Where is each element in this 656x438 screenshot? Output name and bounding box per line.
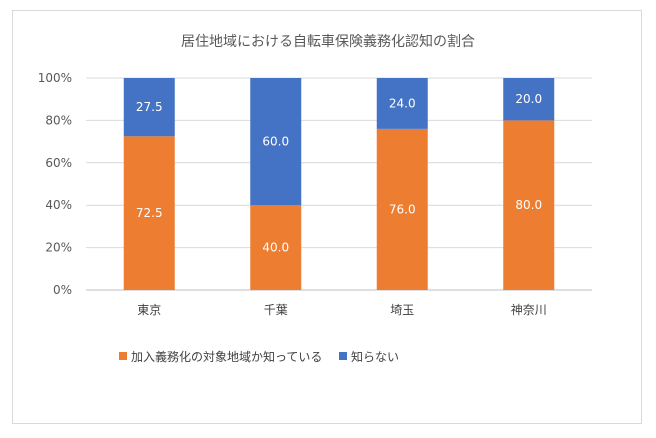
data-label: 76.0: [389, 202, 416, 216]
legend-label: 知らない: [351, 350, 399, 364]
data-label: 40.0: [262, 241, 289, 255]
bar-segment: [376, 128, 428, 290]
legend-swatch: [119, 352, 127, 360]
bar-segment: [250, 205, 302, 290]
x-category-label: 神奈川: [511, 303, 547, 317]
data-label: 20.0: [515, 92, 542, 106]
x-category-label: 東京: [137, 303, 161, 317]
bars: 72.5 27.5 40.0 60.0 76.0 24.0 80.0 20.0: [123, 78, 555, 291]
legend: 加入義務化の対象地域か知っている 知らない: [119, 349, 399, 364]
data-label: 27.5: [136, 100, 163, 114]
bar-segment: [503, 78, 555, 121]
y-tick-label: 60%: [45, 156, 72, 170]
bar-segment: [503, 120, 555, 291]
bar-segment: [123, 78, 175, 137]
chart-title: 居住地域における自転車保険義務化認知の割合: [181, 33, 475, 50]
x-category-label: 千葉: [264, 303, 288, 317]
data-label: 60.0: [262, 135, 289, 149]
data-label: 24.0: [389, 96, 416, 110]
y-tick-label: 40%: [45, 198, 72, 212]
bar-segment: [250, 78, 302, 206]
data-label: 72.5: [136, 206, 163, 220]
y-tick-label: 0%: [53, 283, 72, 297]
legend-label: 加入義務化の対象地域か知っている: [131, 349, 322, 364]
y-tick-label: 20%: [45, 241, 72, 255]
x-category-label: 埼玉: [390, 303, 414, 317]
bar-segment: [376, 78, 428, 129]
y-tick-label: 100%: [38, 71, 72, 85]
bar-segment: [123, 136, 175, 290]
x-axis-labels: 東京 千葉 埼玉 神奈川: [137, 303, 547, 317]
legend-swatch: [339, 352, 347, 360]
y-axis-ticks: 0% 20% 40% 60% 80% 100%: [38, 71, 72, 297]
y-tick-label: 80%: [45, 113, 72, 127]
data-label: 80.0: [515, 198, 542, 212]
